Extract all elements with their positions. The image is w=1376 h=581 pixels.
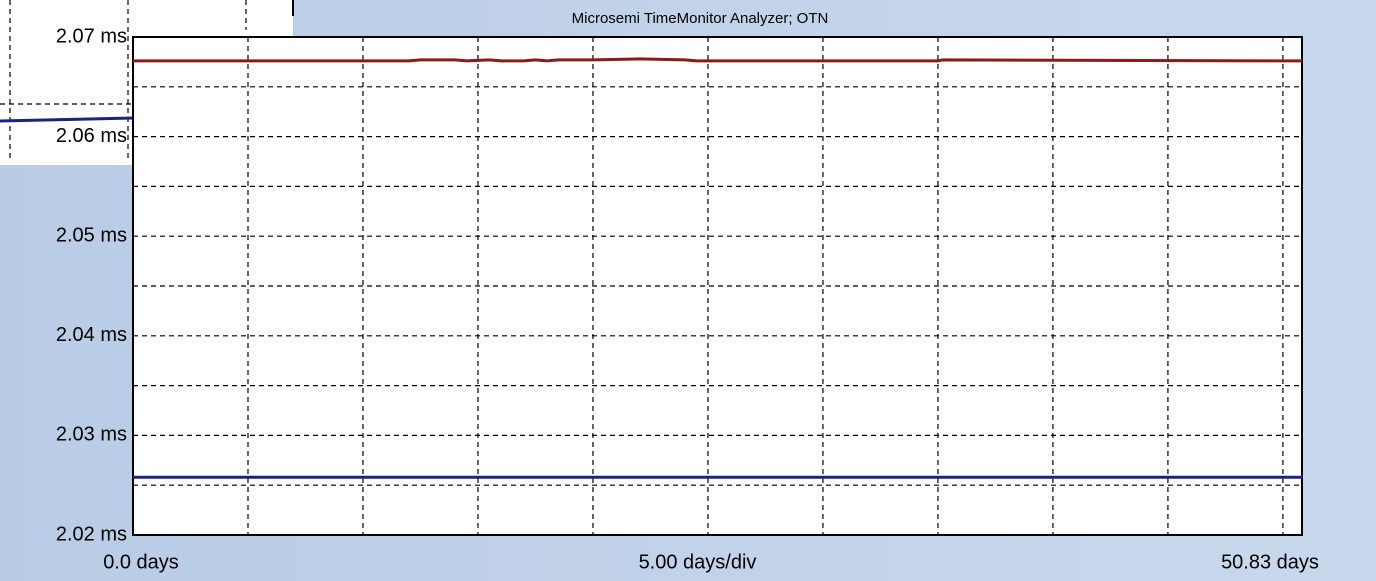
y-tick-label: 2.07 ms (56, 25, 127, 47)
y-tick-label: 2.03 ms (56, 424, 127, 446)
x-axis-label: 0.0 days (103, 551, 179, 573)
y-tick-label: 2.06 ms (56, 125, 127, 147)
y-tick-label: 2.05 ms (56, 224, 127, 246)
x-axis-label: 5.00 days/div (639, 551, 757, 573)
y-tick-label: 2.02 ms (56, 523, 127, 545)
chart-title: Microsemi TimeMonitor Analyzer; OTN (572, 10, 829, 27)
y-tick-label: 2.04 ms (56, 324, 127, 346)
x-axis-label: 50.83 days (1221, 551, 1319, 573)
data-line (133, 57, 1303, 63)
